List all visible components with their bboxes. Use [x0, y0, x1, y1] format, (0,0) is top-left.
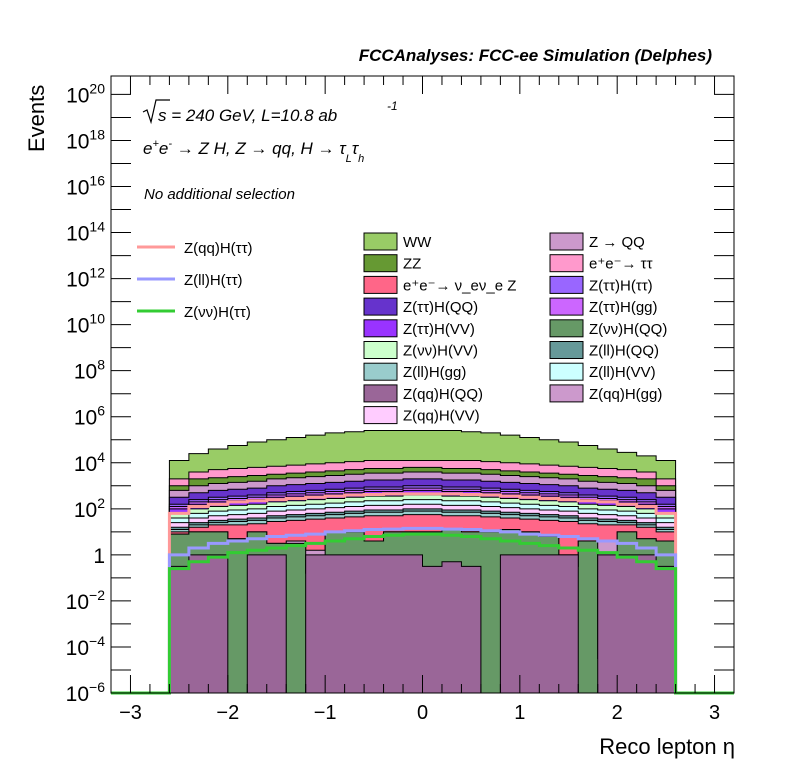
legend-swatch-e-e-e-e-z [363, 275, 398, 294]
x-tick-label: 1 [514, 702, 525, 724]
signal-z-h [111, 532, 734, 695]
legend-swatch-z-h-qq [363, 297, 398, 316]
y-tick-label: 10−2 [66, 587, 106, 614]
legend-swatch-z-ll-h-qq [549, 341, 584, 359]
legend-label: Z(ττ)H(QQ) [403, 299, 478, 316]
legend-swatch-z-ll-h-gg [363, 362, 398, 381]
legend-label: ZZ [403, 256, 421, 273]
legend-label: Z(νν)H(ττ) [184, 304, 251, 321]
legend-label: Z(qq)H(VV) [403, 408, 480, 425]
y-tick-label: 10−4 [66, 633, 106, 660]
legend-swatch-z-h [549, 275, 584, 294]
legend-swatch-z-qq [549, 232, 584, 251]
x-axis-label: Reco lepton η [599, 734, 735, 759]
y-tick-label: 102 [74, 495, 105, 522]
legend-label: Z(νν)H(QQ) [589, 321, 667, 338]
y-tick-label: 10−6 [66, 679, 106, 706]
x-tick-label: −2 [216, 702, 239, 724]
legend-label: Z(qq)H(gg) [589, 386, 662, 403]
y-tick-label: 1 [93, 545, 105, 568]
legend-swatch-zz [363, 254, 398, 273]
legend-swatch-z-qq-h-vv [363, 406, 398, 425]
legend-swatch-e-e [549, 254, 584, 273]
x-tick-label: −1 [314, 702, 337, 724]
x-tick-label: 2 [612, 702, 623, 724]
x-tick-label: 3 [709, 702, 720, 724]
legend-label: Z(ττ)H(VV) [403, 321, 475, 338]
plot-area [111, 430, 734, 695]
y-tick-label: 1016 [66, 173, 105, 200]
legend-swatch-z-qq-h-gg [549, 384, 584, 403]
legend-swatch-z-ll-h-vv [549, 362, 584, 381]
x-axis: −3 −2 −1 0 1 2 3 [110, 76, 735, 724]
legend-swatch-z-h-vv [363, 341, 398, 359]
annotation-energy: s = 240 GeV, L=10.8 ab -1 [142, 99, 398, 125]
y-tick-label: 104 [74, 449, 105, 476]
legend-label: Z → QQ [589, 234, 645, 251]
legend-label: Z(ττ)H(ττ) [589, 277, 653, 294]
y-tick-label: 1020 [66, 80, 105, 107]
y-axis: 10−6 10−4 10−2 1 102 104 106 108 1010 1012 1014 101… [66, 80, 734, 706]
legend-label: Z(ll)H(VV) [589, 364, 656, 381]
signal-z-qq-h [111, 492, 734, 695]
y-axis-label: Events [24, 85, 49, 152]
sqrt-symbol [142, 99, 170, 125]
legend-swatch-z-h-vv [363, 319, 398, 338]
legend-swatch-z-h-qq [549, 319, 584, 338]
legend-label: e⁺e⁻→ ττ [589, 256, 653, 273]
y-tick-label: 1012 [66, 265, 105, 292]
legend-label: Z(qq)H(ττ) [184, 240, 253, 257]
x-tick-label: −3 [119, 702, 142, 724]
legend-swatch-ww [363, 232, 398, 251]
legend-label: Z(ll)H(QQ) [589, 343, 659, 360]
legend-swatch-z-h-gg [549, 297, 584, 316]
y-tick-label: 1014 [66, 219, 105, 246]
legend-label: Z(ττ)H(gg) [589, 299, 658, 316]
legend-label: e⁺e⁻→ ν_eν_e Z [403, 277, 516, 294]
legend: Z(qq)H(ττ) Z(ll)H(ττ) Z(νν)H(ττ) WW ZZ e⁺e⁻→ … [137, 232, 667, 425]
annotation-energy-text: s = 240 GeV, L=10.8 ab [158, 106, 337, 125]
chart-header: FCCAnalyses: FCC-ee Simulation (Delphes) [359, 46, 713, 65]
y-tick-label: 1010 [66, 311, 105, 338]
legend-label: Z(qq)H(QQ) [403, 386, 483, 403]
legend-swatch-z-qq-h-qq [363, 384, 398, 403]
y-tick-label: 108 [74, 357, 105, 384]
y-tick-label: 106 [74, 403, 105, 430]
annotation-selection: No additional selection [144, 186, 295, 203]
x-tick-label: 0 [417, 702, 428, 724]
signal-z-ll-h [111, 526, 734, 695]
legend-label: WW [403, 234, 432, 251]
y-tick-label: 1018 [66, 126, 105, 153]
legend-label: Z(ll)H(ττ) [184, 272, 243, 289]
legend-label: Z(νν)H(VV) [403, 343, 478, 360]
annotation-energy-sup: -1 [387, 99, 398, 113]
legend-label: Z(ll)H(gg) [403, 364, 466, 381]
